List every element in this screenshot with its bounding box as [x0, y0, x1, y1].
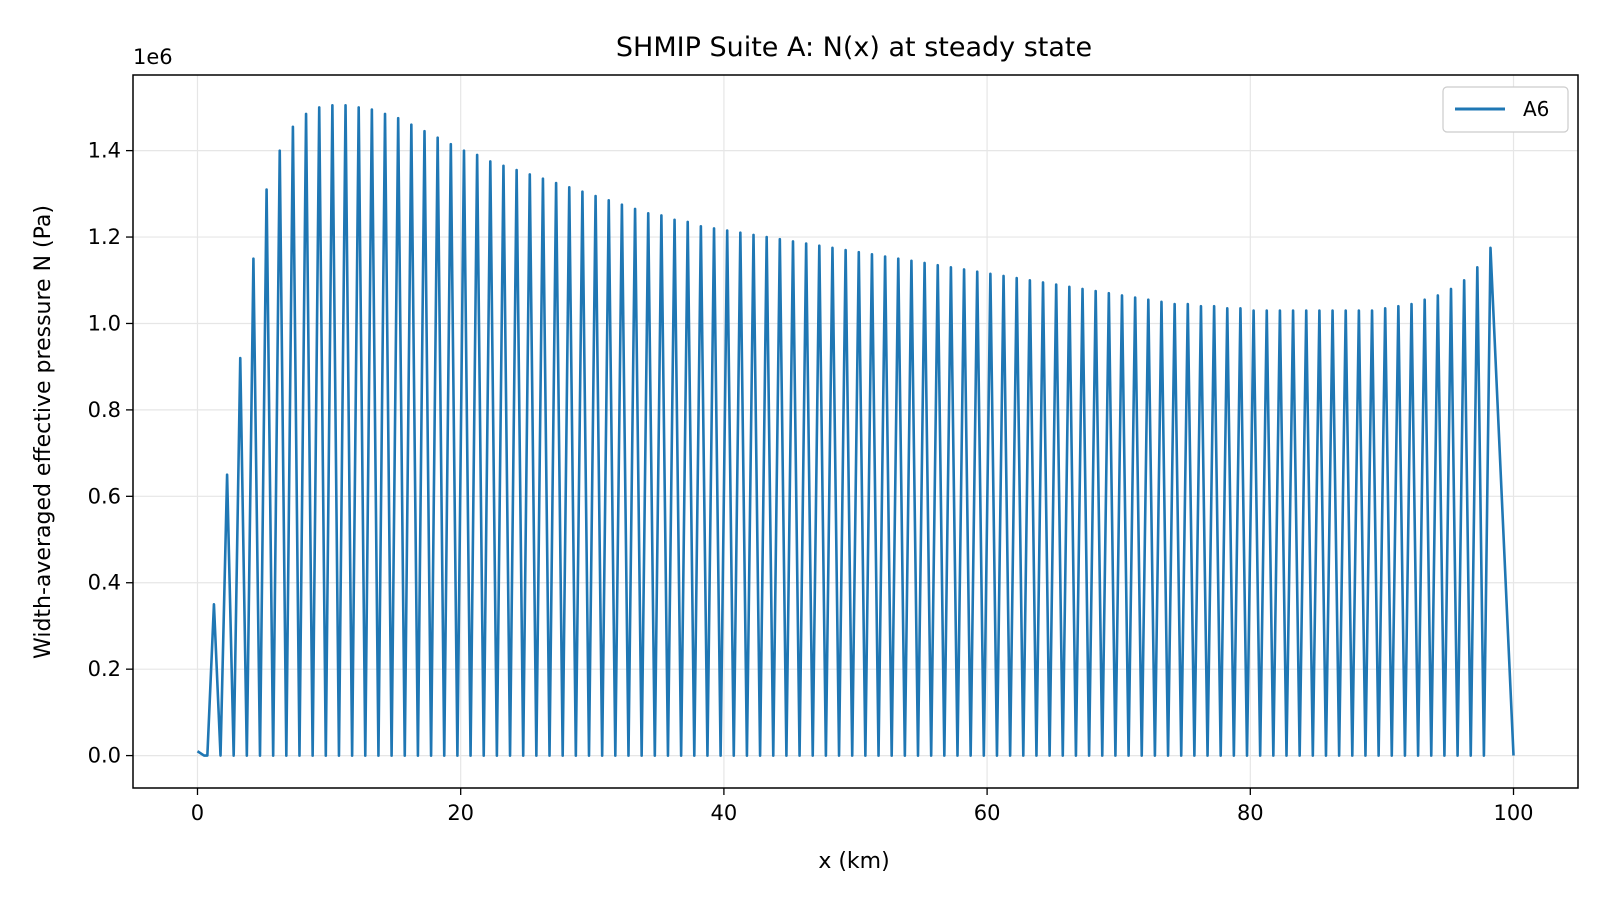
y-tick-label: 1.2 — [88, 225, 121, 249]
legend-box — [1442, 86, 1569, 133]
y-tick-label: 0.2 — [88, 657, 121, 681]
y-tick-label: 1.0 — [88, 311, 121, 335]
x-tick-label: 100 — [1493, 801, 1533, 825]
x-tick-label: 80 — [1237, 801, 1264, 825]
y-tick-label: 0.8 — [88, 398, 121, 422]
series-group — [196, 103, 1515, 757]
x-tick-label: 20 — [447, 801, 474, 825]
x-tick-label: 0 — [191, 801, 204, 825]
y-tick-label: 1.4 — [88, 139, 121, 163]
axes-frame — [132, 74, 1579, 789]
y-axis-label: Width-averaged effective pressure N (Pa) — [31, 205, 56, 659]
y-tick-label: 0.4 — [88, 571, 121, 595]
x-tick-label: 40 — [711, 801, 738, 825]
y-tick-label: 0.0 — [88, 744, 121, 768]
x-axis-label: x (km) — [818, 849, 889, 874]
chart-title: SHMIP Suite A: N(x) at steady state — [616, 32, 1092, 63]
y-offset-label: 1e6 — [133, 45, 173, 69]
series-line-a6 — [196, 103, 1515, 757]
legend-label: A6 — [1523, 97, 1549, 121]
ticks: 0 20 40 60 80 100 0.0 0.2 0.4 0.6 0.8 1.0 1.2 1.4 — [88, 139, 1534, 825]
y-tick-label: 0.6 — [88, 484, 121, 508]
legend: A6 — [1442, 86, 1569, 133]
x-tick-label: 60 — [974, 801, 1001, 825]
